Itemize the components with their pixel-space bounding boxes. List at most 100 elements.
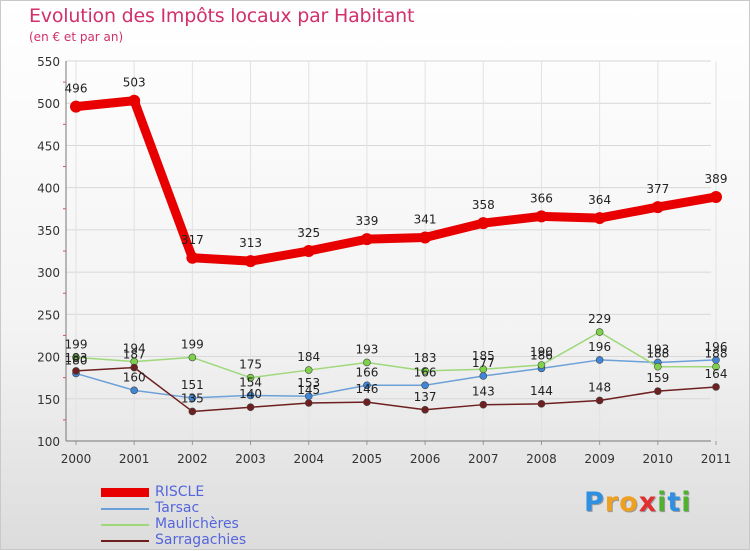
data-label: 166 — [414, 365, 437, 379]
data-label: 199 — [181, 337, 204, 351]
y-tick-label: 550 — [37, 55, 60, 69]
data-point — [595, 328, 604, 336]
data-point — [363, 398, 371, 406]
x-tick-label: 2002 — [177, 452, 208, 466]
data-point — [188, 394, 197, 402]
logo-letter: P — [584, 487, 605, 518]
data-point — [72, 353, 80, 362]
data-label: 193 — [355, 342, 378, 356]
data-label: 313 — [239, 236, 262, 250]
x-tick-label: 2011 — [701, 452, 732, 466]
data-point — [479, 372, 488, 380]
legend-label: Maulichères — [155, 516, 239, 532]
data-point — [654, 387, 662, 395]
logo-letter: i — [681, 487, 692, 518]
series-line-riscle — [71, 96, 721, 266]
data-point — [477, 217, 490, 230]
logo-letter: t — [667, 487, 682, 518]
data-label: 144 — [530, 384, 553, 398]
y-tick-label: 450 — [37, 139, 60, 153]
logo-letter: i — [657, 487, 668, 518]
data-label: 140 — [239, 387, 262, 401]
data-label: 159 — [646, 371, 669, 385]
series-line-maulichères — [75, 331, 717, 379]
data-label: 188 — [646, 347, 669, 361]
data-label: 358 — [472, 198, 495, 212]
proxiti-logo: Proxiti — [584, 487, 692, 518]
data-label: 325 — [297, 226, 320, 240]
data-point — [70, 100, 82, 113]
data-point — [360, 233, 373, 246]
data-label: 160 — [123, 370, 146, 384]
data-point — [128, 94, 141, 107]
data-point — [419, 231, 432, 244]
legend-label: RISCLE — [155, 484, 205, 500]
y-tick-label: 350 — [37, 224, 60, 238]
y-tick-label: 250 — [37, 308, 60, 322]
data-label: 151 — [181, 378, 204, 392]
data-point — [304, 366, 313, 374]
data-label: 364 — [588, 193, 611, 207]
data-label: 341 — [414, 212, 437, 226]
series-line-tarsac — [75, 359, 717, 399]
data-point — [302, 245, 315, 257]
chart-subtitle: (en € et par an) — [29, 30, 124, 44]
y-tick-label: 150 — [37, 393, 60, 407]
data-point — [479, 365, 488, 374]
data-label: 148 — [588, 380, 611, 394]
x-tick-label: 2007 — [468, 452, 499, 466]
data-point — [246, 373, 255, 382]
data-label: 196 — [705, 340, 728, 354]
data-label: 190 — [530, 345, 553, 359]
data-label: 184 — [297, 350, 320, 364]
y-tick-label: 200 — [37, 351, 60, 365]
y-tick-label: 100 — [37, 435, 60, 449]
data-point — [421, 367, 429, 375]
legend-swatch — [101, 488, 149, 497]
logo-letter: r — [604, 487, 620, 518]
data-point — [654, 362, 662, 371]
y-tick-label: 400 — [37, 182, 60, 196]
data-label: 137 — [414, 390, 437, 404]
legend-swatch — [101, 508, 149, 510]
data-label: 183 — [414, 351, 437, 365]
data-point — [710, 190, 722, 203]
data-point — [421, 381, 429, 390]
grid-layer — [66, 60, 717, 442]
series-layer — [70, 94, 722, 416]
data-point — [244, 255, 257, 268]
logo-letter: o — [619, 487, 639, 518]
data-label: 317 — [181, 233, 204, 247]
x-tick-label: 2008 — [526, 452, 557, 466]
data-label: 366 — [530, 191, 553, 205]
data-point — [130, 386, 138, 395]
y-tick-label: 300 — [37, 266, 60, 280]
data-label: 183 — [65, 351, 88, 365]
y-tick-label: 500 — [37, 97, 60, 111]
data-label: 389 — [705, 172, 728, 186]
data-point — [304, 399, 313, 407]
data-point — [186, 251, 199, 264]
x-tick-label: 2000 — [61, 452, 92, 466]
data-label: 164 — [705, 367, 728, 381]
legend-label: Tarsac — [155, 500, 200, 516]
data-point — [421, 405, 429, 414]
data-label: 135 — [181, 391, 204, 405]
data-point — [246, 391, 255, 400]
data-point — [246, 403, 255, 412]
data-point — [535, 210, 548, 223]
data-label: 175 — [239, 358, 262, 372]
data-point — [537, 361, 546, 369]
x-tick-label: 2006 — [410, 452, 441, 466]
data-label: 193 — [646, 342, 669, 356]
data-point — [363, 358, 371, 367]
data-point — [479, 400, 488, 409]
data-point — [188, 407, 197, 416]
data-label: 154 — [239, 375, 262, 389]
x-tick-label: 2005 — [352, 452, 383, 466]
data-point — [712, 362, 720, 371]
series-line-sarragachies — [75, 366, 717, 413]
x-tick-label: 2001 — [119, 452, 150, 466]
